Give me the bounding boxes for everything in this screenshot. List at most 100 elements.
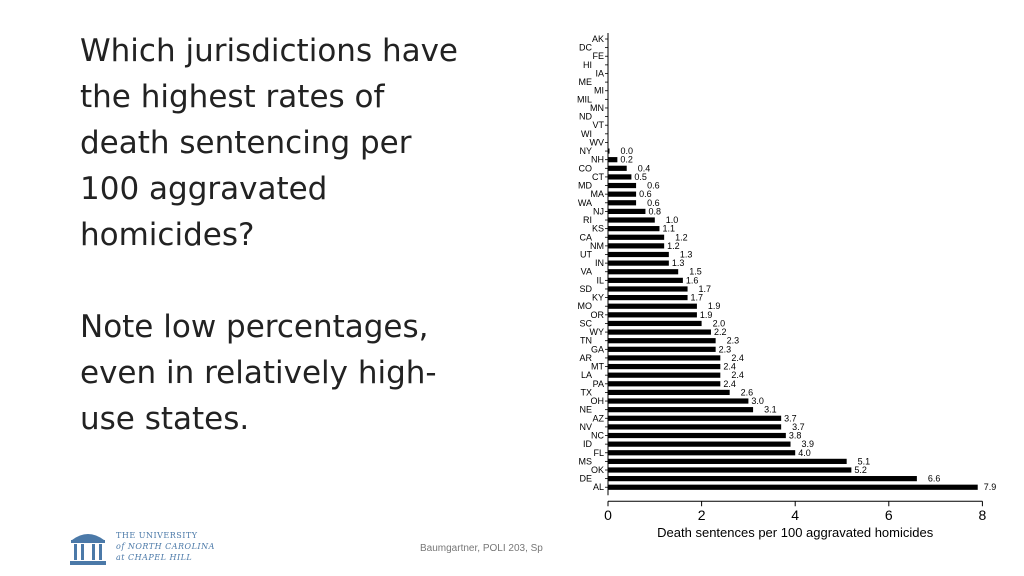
bar	[608, 407, 754, 413]
bar	[608, 165, 627, 171]
bar	[608, 484, 978, 490]
x-axis-label: Death sentences per 100 aggravated homic…	[657, 525, 934, 540]
bar-value-label: 3.1	[764, 405, 777, 415]
bar	[608, 398, 749, 404]
bar	[608, 467, 852, 473]
bar-value-label: 3.7	[784, 413, 797, 423]
bar	[608, 286, 688, 292]
y-tick-label: MN	[590, 103, 604, 113]
bar-value-label: 1.2	[675, 232, 688, 242]
bar-value-label: 3.9	[802, 439, 815, 449]
bar-value-label: 2.3	[727, 336, 740, 346]
y-tick-label: TX	[580, 387, 592, 397]
bar	[608, 450, 796, 456]
y-tick-label: AK	[592, 34, 604, 44]
bar	[608, 432, 786, 439]
bar-value-label: 3.0	[751, 396, 764, 406]
y-tick-label: IA	[595, 68, 604, 78]
bar	[608, 148, 610, 154]
y-tick-label: PA	[593, 379, 604, 389]
y-tick-label: NC	[591, 431, 604, 441]
bar	[608, 381, 721, 387]
y-tick-label: WV	[590, 137, 605, 147]
bar-value-label: 5.1	[858, 456, 871, 466]
y-tick-label: SD	[579, 284, 592, 294]
y-tick-label: IL	[596, 275, 604, 285]
y-tick-label: SC	[579, 318, 592, 328]
x-tick-label: 8	[979, 507, 987, 523]
bar-value-label: 2.4	[723, 362, 736, 372]
bar	[608, 200, 637, 206]
bar-value-label: 0.2	[620, 155, 633, 165]
slide-text-block: Which jurisdictions have the highest rat…	[80, 28, 480, 442]
y-tick-label: CT	[592, 172, 604, 182]
bar-value-label: 0.4	[638, 163, 651, 173]
bar-value-label: 1.5	[689, 267, 702, 277]
bar	[608, 217, 655, 223]
y-tick-label: MD	[578, 181, 592, 191]
y-tick-label: VT	[592, 120, 604, 130]
logo-wordmark: THE UNIVERSITY of NORTH CAROLINA at CHAP…	[116, 530, 215, 563]
y-tick-label: CO	[579, 163, 593, 173]
university-logo: THE UNIVERSITY of NORTH CAROLINA at CHAP…	[68, 526, 218, 570]
logo-line-3: at CHAPEL HILL	[116, 553, 193, 562]
bar-value-label: 2.4	[723, 379, 736, 389]
slide-note: Note low percentages, even in relatively…	[80, 309, 437, 437]
bar-value-label: 0.5	[634, 172, 647, 182]
y-tick-label: MI	[594, 86, 604, 96]
bar-value-label: 0.0	[621, 146, 634, 156]
y-tick-label: FE	[592, 51, 604, 61]
y-tick-label: DE	[579, 474, 592, 484]
bar	[608, 251, 669, 258]
y-tick-label: WY	[590, 327, 605, 337]
y-tick-label: WI	[581, 129, 592, 139]
bar	[608, 269, 679, 275]
bar	[608, 277, 683, 283]
y-tick-label: WA	[578, 198, 592, 208]
y-tick-label: NY	[579, 146, 592, 156]
bar	[608, 415, 782, 421]
y-tick-label: VA	[581, 267, 592, 277]
bar	[608, 260, 669, 266]
y-tick-label: ID	[583, 439, 593, 449]
logo-line-2: of NORTH CAROLINA	[116, 542, 215, 551]
bar-value-label: 1.1	[662, 224, 675, 234]
y-tick-label: OR	[591, 310, 605, 320]
bar-value-label: 4.0	[798, 448, 811, 458]
bar	[608, 226, 660, 232]
bar	[608, 346, 716, 352]
y-tick-label: AR	[579, 353, 592, 363]
slide-question: Which jurisdictions have the highest rat…	[80, 33, 459, 253]
footer-citation: Baumgartner, POLI 203, Sp	[420, 543, 543, 554]
bar	[608, 182, 637, 189]
y-tick-label: CA	[579, 232, 592, 242]
y-tick-label: KY	[592, 293, 604, 303]
bar-value-label: 1.2	[667, 241, 680, 251]
logo-line-1: THE UNIVERSITY	[116, 531, 198, 540]
bar-value-label: 3.8	[789, 431, 802, 441]
bar	[608, 363, 721, 370]
y-tick-label: TN	[580, 336, 592, 346]
y-tick-label: NV	[579, 422, 592, 432]
bar-value-label: 0.8	[648, 206, 661, 216]
x-tick-label: 6	[885, 507, 893, 523]
y-tick-label: IN	[595, 258, 604, 268]
bar	[608, 191, 637, 197]
x-tick-label: 2	[698, 507, 706, 523]
y-tick-label: FL	[593, 448, 604, 458]
x-tick-label: 0	[604, 507, 612, 523]
y-tick-label: RI	[583, 215, 592, 225]
bar-value-label: 1.9	[708, 301, 721, 311]
bar	[608, 458, 847, 464]
bar	[608, 389, 730, 396]
y-tick-label: NJ	[593, 206, 604, 216]
y-tick-label: OH	[591, 396, 605, 406]
y-tick-label: ME	[579, 77, 593, 87]
x-tick-label: 4	[791, 507, 799, 523]
y-tick-label: UT	[580, 250, 592, 260]
bar	[608, 174, 632, 180]
bar	[608, 295, 688, 301]
bar	[608, 243, 665, 249]
bar	[608, 234, 665, 240]
